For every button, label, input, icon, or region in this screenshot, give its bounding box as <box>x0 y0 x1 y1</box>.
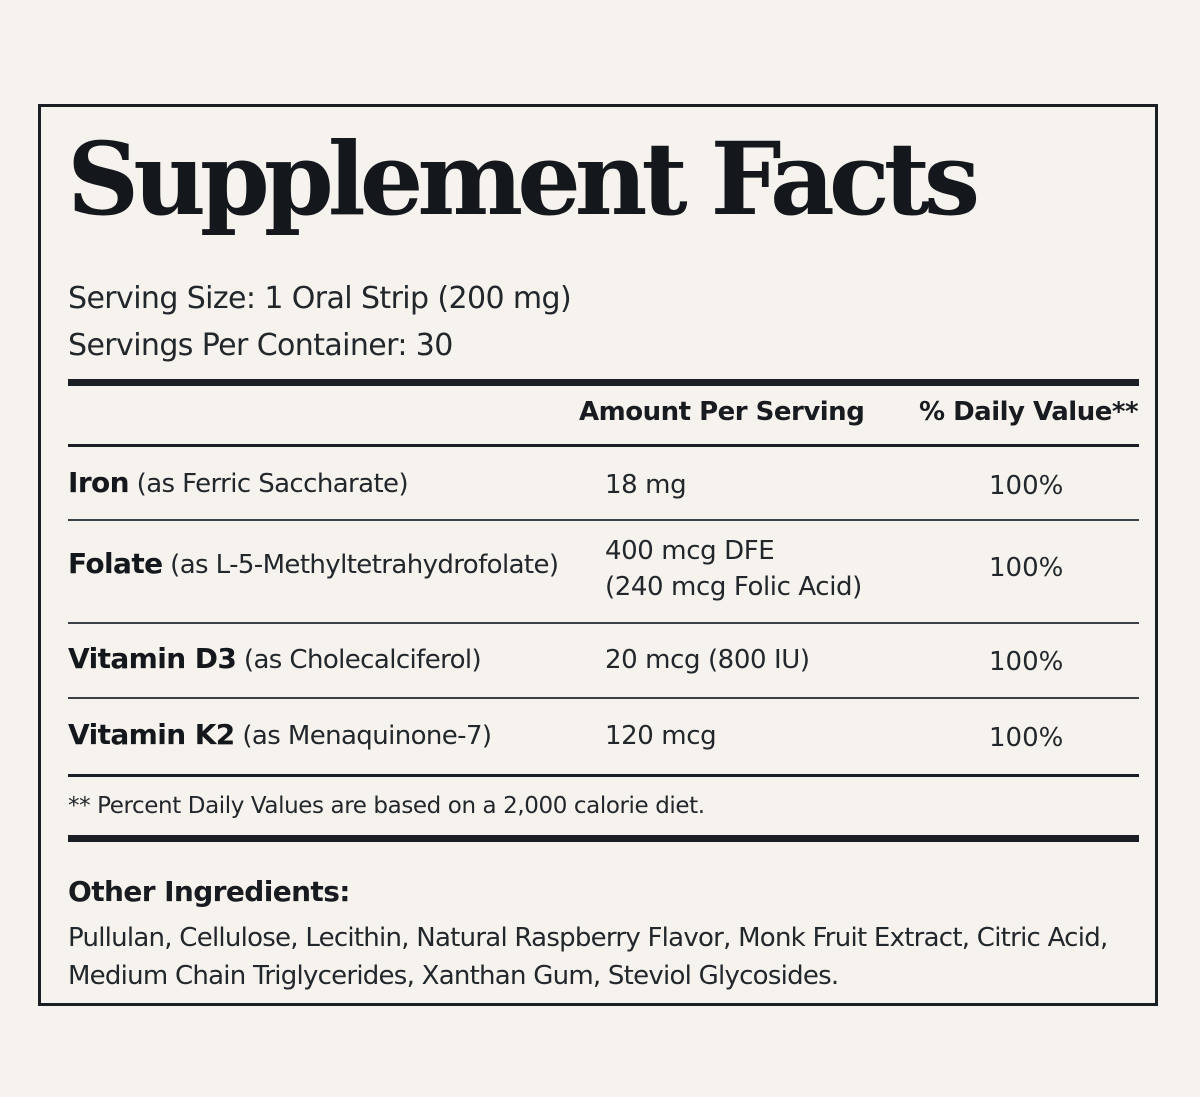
nutrient-name: Vitamin K2 <box>68 718 235 751</box>
panel-title: Supplement Facts <box>67 120 980 238</box>
supplement-facts-panel: Supplement Facts Serving Size: 1 Oral St… <box>38 104 1158 1006</box>
nutrient-source: (as Cholecalciferol) <box>243 645 482 675</box>
daily-value-column-header: % Daily Value** <box>919 397 1139 427</box>
nutrient-amount: 120 mcg <box>605 721 717 751</box>
nutrient-daily-value: 100% <box>989 471 1064 501</box>
nutrient-amount-secondary: (240 mcg Folic Acid) <box>605 572 862 602</box>
row-divider <box>68 697 1139 699</box>
nutrient-source: (as L-5-Methyltetrahydrofolate) <box>170 550 559 580</box>
daily-value-footnote: ** Percent Daily Values are based on a 2… <box>68 793 705 819</box>
nutrient-name: Vitamin D3 <box>68 642 237 675</box>
serving-size: Serving Size: 1 Oral Strip (200 mg) <box>68 281 572 316</box>
amount-column-header: Amount Per Serving <box>579 397 865 427</box>
nutrient-source: (as Ferric Saccharate) <box>136 469 409 499</box>
footer-divider-thick <box>68 835 1139 842</box>
nutrient-row-folate: Folate (as L-5-Methyltetrahydrofolate) <box>68 547 559 580</box>
nutrient-amount: 400 mcg DFE (240 mcg Folic Acid) <box>605 533 862 605</box>
nutrient-daily-value: 100% <box>989 553 1064 583</box>
nutrient-daily-value: 100% <box>989 723 1064 753</box>
nutrient-name: Iron <box>68 466 130 499</box>
other-ingredients-title: Other Ingredients: <box>68 875 350 908</box>
header-divider-thick <box>68 379 1139 386</box>
nutrient-row-vitamin-k2: Vitamin K2 (as Menaquinone-7) <box>68 718 492 751</box>
table-bottom-divider <box>68 774 1139 777</box>
nutrient-amount: 18 mg <box>605 470 687 500</box>
nutrient-daily-value: 100% <box>989 647 1064 677</box>
nutrient-row-vitamin-d3: Vitamin D3 (as Cholecalciferol) <box>68 642 482 675</box>
row-divider <box>68 519 1139 521</box>
row-divider <box>68 622 1139 624</box>
servings-per-container: Servings Per Container: 30 <box>68 328 453 363</box>
nutrient-source: (as Menaquinone-7) <box>242 721 492 751</box>
nutrient-row-iron: Iron (as Ferric Saccharate) <box>68 466 409 499</box>
header-divider <box>68 444 1139 447</box>
other-ingredients-list: Pullulan, Cellulose, Lecithin, Natural R… <box>68 923 1108 991</box>
nutrient-name: Folate <box>68 547 163 580</box>
nutrient-amount: 20 mcg (800 IU) <box>605 645 810 675</box>
nutrient-amount-primary: 400 mcg DFE <box>605 536 775 566</box>
